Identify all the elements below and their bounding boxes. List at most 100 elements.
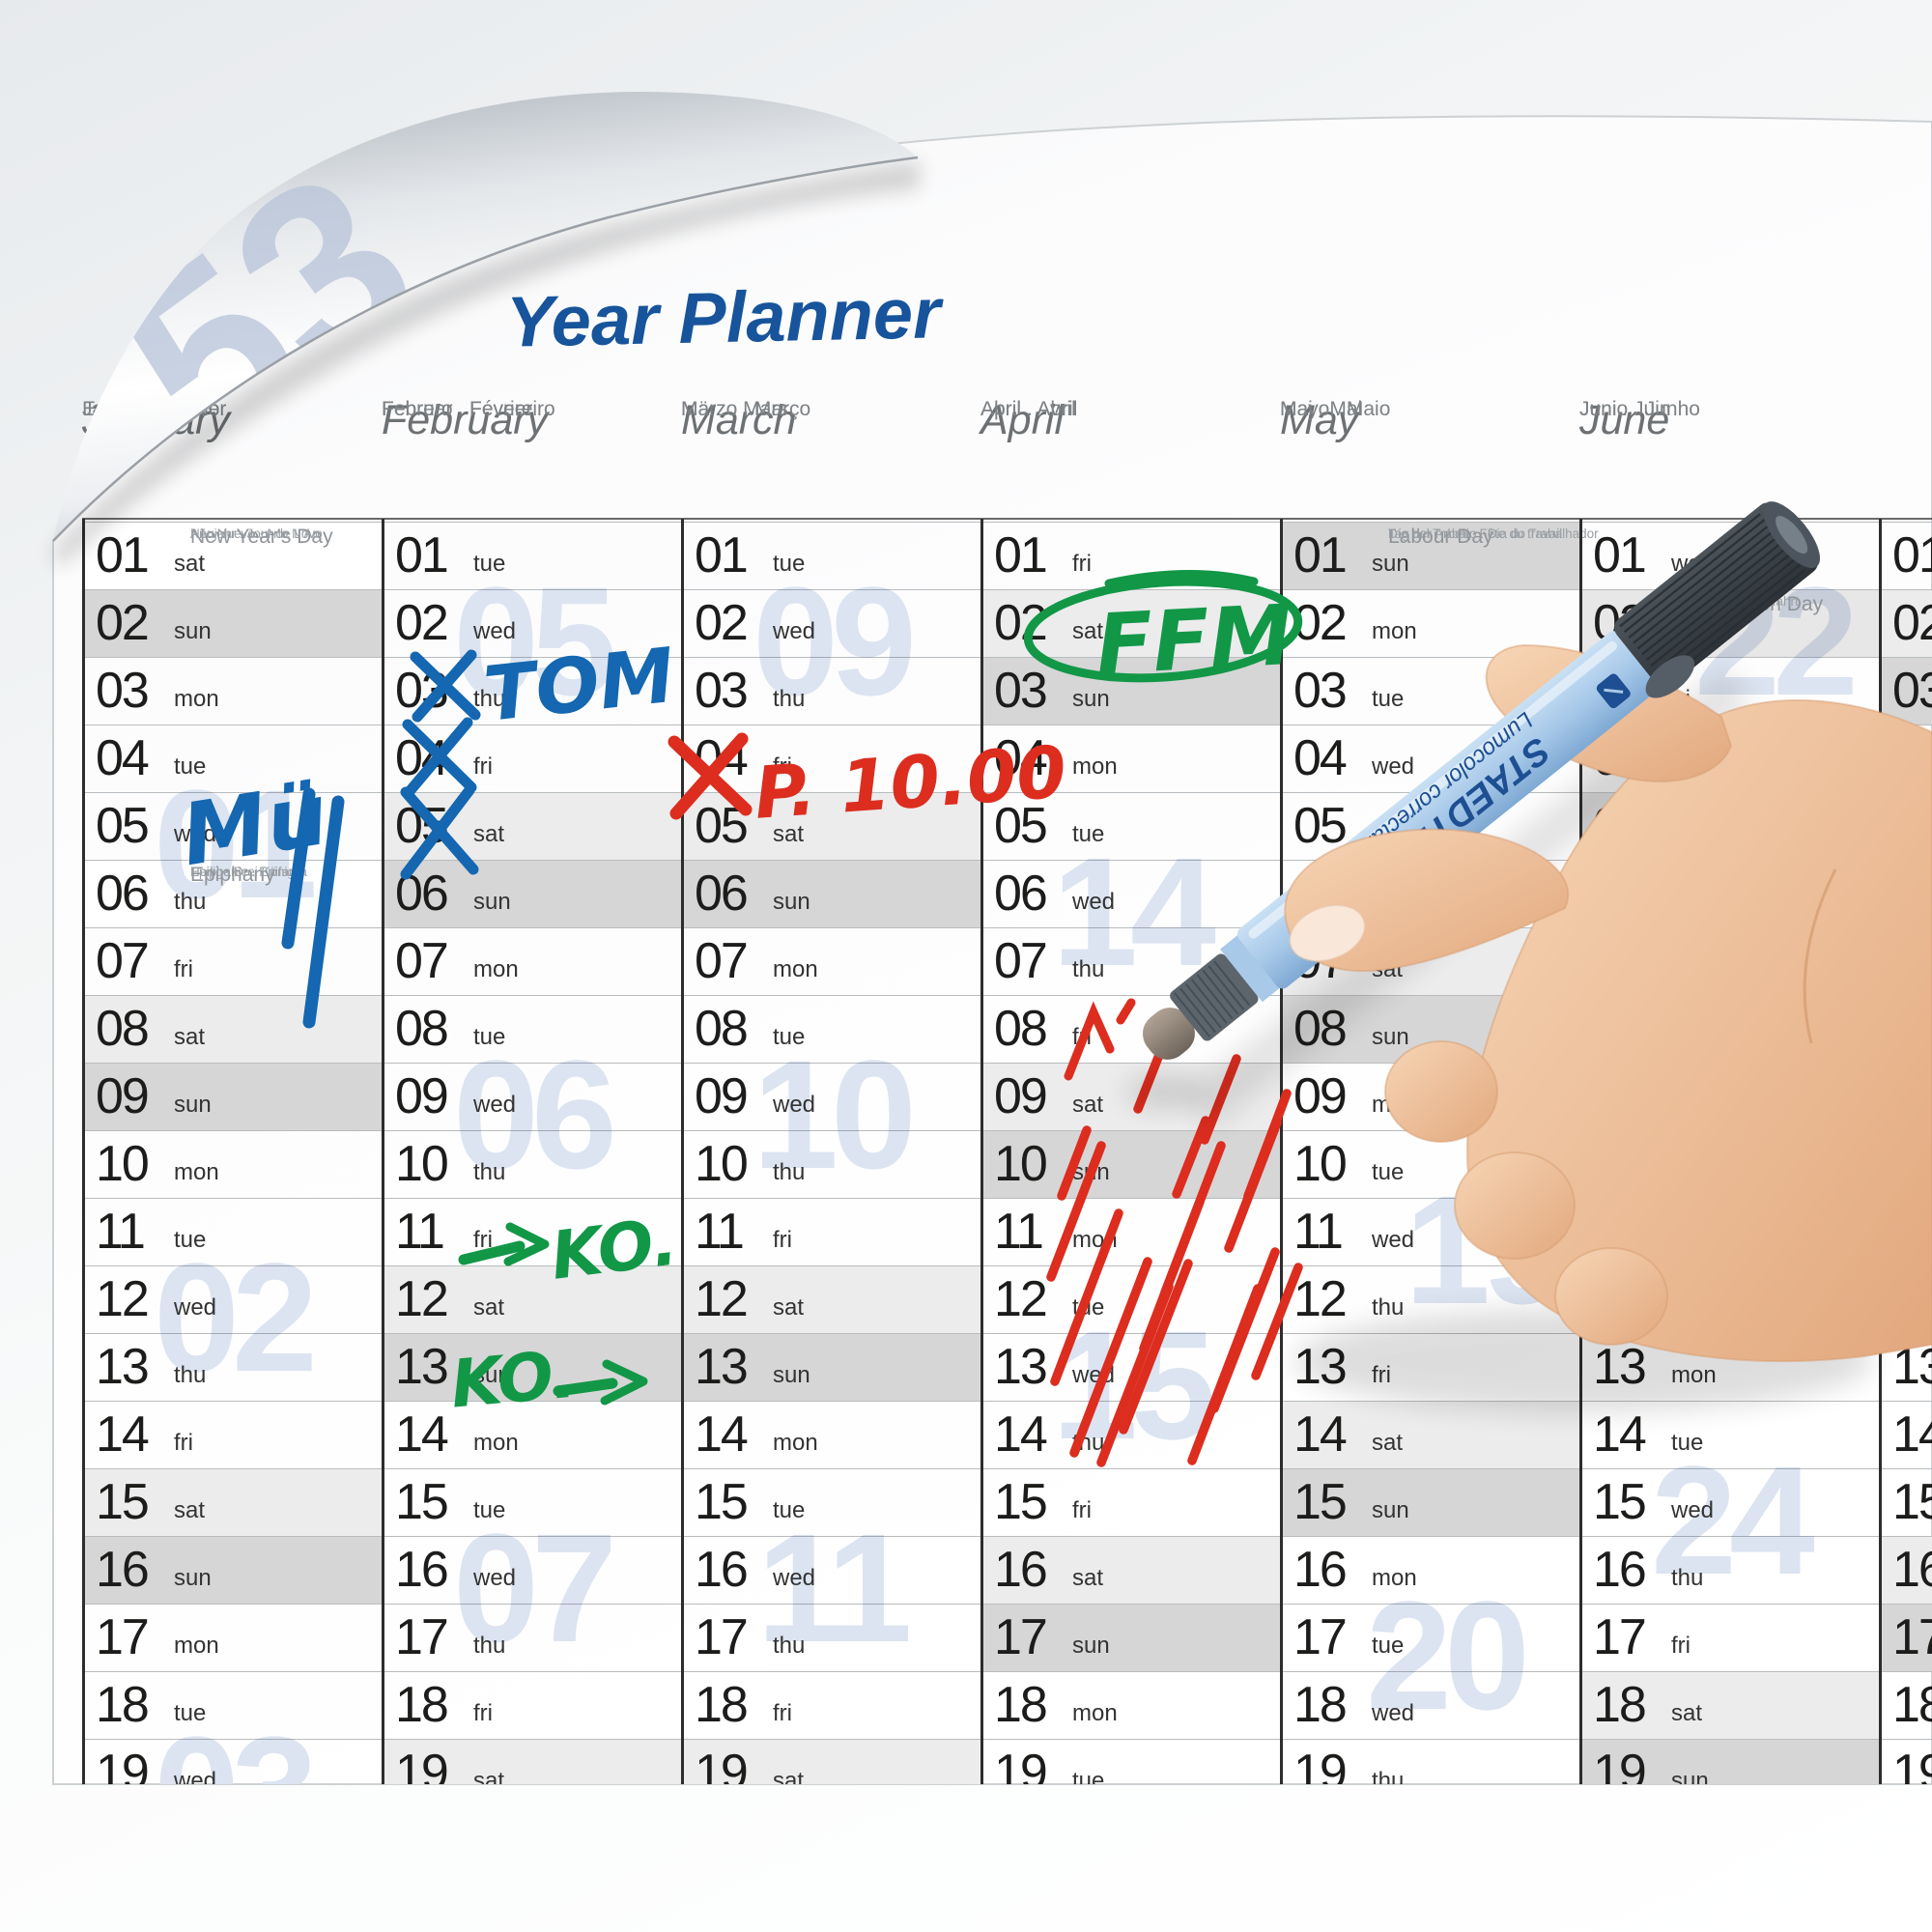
month-name: May bbox=[1280, 397, 1359, 443]
day-row-background bbox=[980, 1130, 1280, 1198]
day-row: 06 sun bbox=[382, 860, 681, 927]
day-number: 09 bbox=[395, 1068, 449, 1124]
day-weekday: fri bbox=[473, 1227, 493, 1253]
day-number: 07 bbox=[994, 933, 1048, 989]
day-row-background bbox=[681, 860, 980, 927]
day-row: 03 thu bbox=[681, 657, 980, 724]
day-row-background bbox=[681, 995, 980, 1063]
holiday-subtitle: Neujahr . Jour de L'An bbox=[190, 526, 320, 541]
day-row-background bbox=[980, 522, 1280, 589]
day-number: 18 bbox=[395, 1677, 449, 1733]
day-row-background bbox=[1280, 1536, 1579, 1604]
day-row-background bbox=[681, 1468, 980, 1536]
day-row: 03 bbox=[1879, 657, 1932, 724]
day-number: 18 bbox=[994, 1677, 1048, 1733]
day-row-background bbox=[1879, 1468, 1932, 1536]
holiday-subtitle: Heilige Drei Könige bbox=[190, 865, 302, 879]
day-row-background bbox=[1280, 657, 1579, 724]
day-row: 01 fri bbox=[980, 522, 1280, 589]
day-weekday: sun bbox=[1072, 1633, 1110, 1659]
day-weekday: sat bbox=[1072, 618, 1104, 644]
day-weekday: tue bbox=[1072, 821, 1105, 847]
day-number: 19 bbox=[994, 1745, 1048, 1784]
day-number: 13 bbox=[994, 1339, 1048, 1395]
day-number: 01 bbox=[96, 527, 150, 583]
week-number: 14 bbox=[1052, 825, 1216, 998]
day-number: 06 bbox=[96, 866, 150, 922]
day-row: 01 bbox=[1879, 522, 1932, 589]
day-number: 18 bbox=[1892, 1677, 1932, 1733]
day-row-background bbox=[681, 1198, 980, 1265]
day-row: 12 tue bbox=[980, 1265, 1280, 1333]
day-row-background bbox=[1879, 1401, 1932, 1468]
day-number: 07 bbox=[96, 933, 150, 989]
day-row: 02 wed bbox=[681, 589, 980, 657]
day-weekday: wed bbox=[1372, 1227, 1415, 1253]
day-number: 02 bbox=[1892, 595, 1932, 651]
day-number: 15 bbox=[695, 1474, 749, 1530]
month-name: April bbox=[980, 397, 1065, 443]
holiday-subtitle: Día del Trabajo . Dia do Trabalhador bbox=[1388, 526, 1599, 541]
day-row-background bbox=[82, 1401, 382, 1468]
day-number: 14 bbox=[695, 1406, 749, 1463]
day-weekday: fri bbox=[773, 1227, 792, 1253]
day-row: 11 wed bbox=[1280, 1198, 1579, 1265]
day-row-background bbox=[82, 1333, 382, 1401]
day-row: 03 mon bbox=[82, 657, 382, 724]
day-row-background bbox=[1879, 589, 1932, 657]
day-weekday: tue bbox=[473, 1024, 506, 1050]
pen-cap-ribs bbox=[1619, 513, 1806, 684]
cross-feb03 bbox=[412, 649, 477, 723]
day-number: 15 bbox=[1593, 1474, 1647, 1530]
day-row: 10 mon bbox=[82, 1130, 382, 1198]
day-weekday: tue bbox=[473, 551, 506, 577]
day-number: 18 bbox=[1593, 1677, 1647, 1733]
day-weekday: sat bbox=[473, 821, 505, 847]
day-number: 15 bbox=[1892, 1474, 1932, 1530]
day-row-background bbox=[82, 1198, 382, 1265]
day-number: 14 bbox=[1892, 1406, 1932, 1463]
day-row-background bbox=[980, 1739, 1280, 1784]
day-number: 12 bbox=[695, 1271, 749, 1327]
day-row: 14 mon bbox=[382, 1401, 681, 1468]
day-number: 16 bbox=[994, 1542, 1048, 1598]
day-number: 09 bbox=[1293, 1068, 1348, 1124]
day-row: 05 wed bbox=[82, 792, 382, 860]
day-weekday: sat bbox=[773, 1768, 805, 1785]
day-number: 01 bbox=[994, 527, 1048, 583]
week-number: 05 bbox=[453, 554, 617, 727]
circle-apr02 bbox=[1023, 577, 1303, 683]
day-row-background bbox=[382, 724, 681, 792]
fingernail bbox=[1289, 904, 1366, 962]
day-number: 16 bbox=[395, 1542, 449, 1598]
day-row-background bbox=[382, 1671, 681, 1739]
day-row-background bbox=[1879, 1536, 1932, 1604]
day-row-background bbox=[681, 1401, 980, 1468]
day-weekday: tue bbox=[773, 1024, 806, 1050]
day-weekday: sat bbox=[473, 1294, 505, 1321]
day-number: 13 bbox=[695, 1339, 749, 1395]
day-row-background bbox=[82, 792, 382, 860]
day-row: 03 tue bbox=[1280, 657, 1579, 724]
week-number: 09 bbox=[753, 554, 917, 727]
day-row: 05 tue bbox=[980, 792, 1280, 860]
day-number: 15 bbox=[395, 1474, 449, 1530]
day-row: 07 mon bbox=[382, 927, 681, 995]
day-weekday: sat bbox=[1671, 1700, 1703, 1726]
day-number: 17 bbox=[96, 1609, 150, 1665]
day-row-background bbox=[82, 1265, 382, 1333]
day-row: 06 thu Epiphany Heilige Drei Könige Epiphani… bbox=[82, 860, 382, 927]
day-number: 19 bbox=[1293, 1745, 1348, 1784]
day-row: 11 fri bbox=[681, 1198, 980, 1265]
day-row-background bbox=[980, 1671, 1280, 1739]
day-weekday: thu bbox=[773, 1159, 806, 1185]
day-row-background bbox=[382, 657, 681, 724]
day-row: 17 thu bbox=[681, 1604, 980, 1671]
day-number: 09 bbox=[96, 1068, 150, 1124]
day-weekday: sun bbox=[174, 1565, 212, 1591]
red-caret-apr08 bbox=[1064, 1001, 1115, 1081]
day-row-background bbox=[382, 860, 681, 927]
day-number: 07 bbox=[695, 933, 749, 989]
day-number: 06 bbox=[994, 866, 1048, 922]
day-weekday: sun bbox=[473, 889, 511, 915]
